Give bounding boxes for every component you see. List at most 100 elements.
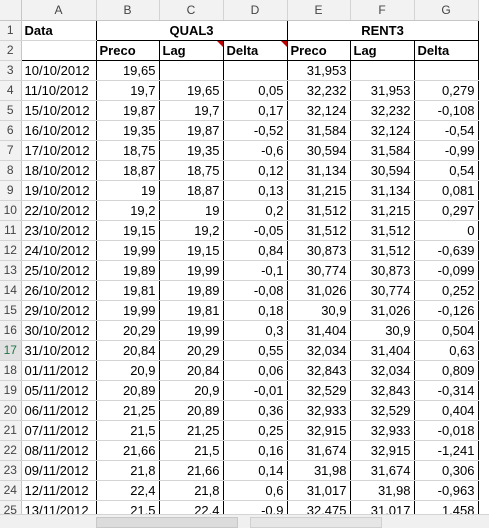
- row-header[interactable]: 5: [0, 100, 22, 121]
- cell-d[interactable]: -0,01: [223, 380, 288, 401]
- cell-f[interactable]: 31,674: [350, 460, 415, 481]
- cell-d[interactable]: 0,14: [223, 460, 288, 481]
- cell-f[interactable]: 31,512: [350, 240, 415, 261]
- cell-g[interactable]: 0,306: [414, 460, 479, 481]
- cell-g[interactable]: 0,504: [414, 320, 479, 341]
- row-header[interactable]: 13: [0, 260, 22, 281]
- cell-a[interactable]: 12/11/2012: [21, 480, 97, 501]
- cell-d[interactable]: -0,52: [223, 120, 288, 141]
- cell-e[interactable]: 30,9: [287, 300, 351, 321]
- cell-g[interactable]: 0,404: [414, 400, 479, 421]
- cell-a2[interactable]: [21, 40, 97, 61]
- cell-g[interactable]: 0,54: [414, 160, 479, 181]
- cell-a[interactable]: 05/11/2012: [21, 380, 97, 401]
- cell-f[interactable]: 30,774: [350, 280, 415, 301]
- cell-b[interactable]: 19,99: [96, 300, 160, 321]
- horizontal-scrollbar[interactable]: [250, 517, 382, 528]
- cell-c[interactable]: 21,8: [159, 480, 224, 501]
- cell-d[interactable]: 0,3: [223, 320, 288, 341]
- select-all-corner[interactable]: [0, 0, 22, 21]
- cell-b2[interactable]: Preco: [96, 40, 160, 61]
- row-header[interactable]: 20: [0, 400, 22, 421]
- cell-c[interactable]: 20,84: [159, 360, 224, 381]
- row-header[interactable]: 15: [0, 300, 22, 321]
- cell-c[interactable]: 20,89: [159, 400, 224, 421]
- cell-a[interactable]: 31/10/2012: [21, 340, 97, 361]
- column-header-e[interactable]: E: [287, 0, 351, 21]
- cell-e[interactable]: 31,674: [287, 440, 351, 461]
- cell-e[interactable]: 32,915: [287, 420, 351, 441]
- cell-a[interactable]: 15/10/2012: [21, 100, 97, 121]
- cell-g[interactable]: -0,99: [414, 140, 479, 161]
- cell-c[interactable]: 19,87: [159, 120, 224, 141]
- cell-c[interactable]: 19,65: [159, 80, 224, 101]
- cell-e[interactable]: 31,512: [287, 200, 351, 221]
- cell-b[interactable]: 19,87: [96, 100, 160, 121]
- cell-b[interactable]: 19,35: [96, 120, 160, 141]
- cell-g2[interactable]: Delta: [414, 40, 479, 61]
- cell-c[interactable]: 22,4: [159, 500, 224, 514]
- cell-a[interactable]: 22/10/2012: [21, 200, 97, 221]
- cell-e[interactable]: 31,953: [287, 60, 351, 81]
- cell-f[interactable]: 31,026: [350, 300, 415, 321]
- cell-g[interactable]: -0,963: [414, 480, 479, 501]
- cell-g[interactable]: -0,639: [414, 240, 479, 261]
- cell-d[interactable]: 0,05: [223, 80, 288, 101]
- cell-c[interactable]: 19,81: [159, 300, 224, 321]
- row-header[interactable]: 3: [0, 60, 22, 81]
- cell-g[interactable]: 0,297: [414, 200, 479, 221]
- cell-a[interactable]: 13/11/2012: [21, 500, 97, 514]
- cell-b[interactable]: 19,89: [96, 260, 160, 281]
- cell-a[interactable]: 17/10/2012: [21, 140, 97, 161]
- cell-d[interactable]: 0,12: [223, 160, 288, 181]
- cell-c[interactable]: 21,5: [159, 440, 224, 461]
- cell-d[interactable]: 0,2: [223, 200, 288, 221]
- cell-b[interactable]: 19,65: [96, 60, 160, 81]
- cell-c[interactable]: 19,89: [159, 280, 224, 301]
- cell-e[interactable]: 32,124: [287, 100, 351, 121]
- row-header[interactable]: 8: [0, 160, 22, 181]
- cell-g[interactable]: -0,108: [414, 100, 479, 121]
- cell-c[interactable]: 19: [159, 200, 224, 221]
- cell-a[interactable]: 11/10/2012: [21, 80, 97, 101]
- cell-f[interactable]: 31,017: [350, 500, 415, 514]
- cell-g[interactable]: 0,279: [414, 80, 479, 101]
- column-header-f[interactable]: F: [350, 0, 415, 21]
- cell-b[interactable]: 20,89: [96, 380, 160, 401]
- cell-d[interactable]: 0,55: [223, 340, 288, 361]
- cell-f[interactable]: [350, 60, 415, 81]
- column-header-d[interactable]: D: [223, 0, 288, 21]
- row-header[interactable]: 16: [0, 320, 22, 341]
- cell-b[interactable]: 19,81: [96, 280, 160, 301]
- cell-a[interactable]: 30/10/2012: [21, 320, 97, 341]
- cell-f[interactable]: 31,953: [350, 80, 415, 101]
- cell-a[interactable]: 18/10/2012: [21, 160, 97, 181]
- cell-f[interactable]: 31,512: [350, 220, 415, 241]
- column-header-b[interactable]: B: [96, 0, 160, 21]
- cell-f[interactable]: 32,933: [350, 420, 415, 441]
- cell-d[interactable]: 0,17: [223, 100, 288, 121]
- cell-f[interactable]: 32,232: [350, 100, 415, 121]
- cell-c[interactable]: 21,25: [159, 420, 224, 441]
- cell-f[interactable]: 31,404: [350, 340, 415, 361]
- cell-b[interactable]: 21,25: [96, 400, 160, 421]
- column-header-c[interactable]: C: [159, 0, 224, 21]
- cell-f[interactable]: 31,98: [350, 480, 415, 501]
- cell-e[interactable]: 32,232: [287, 80, 351, 101]
- cell-g[interactable]: 0,63: [414, 340, 479, 361]
- cell-g[interactable]: 0,809: [414, 360, 479, 381]
- cell-e[interactable]: 31,98: [287, 460, 351, 481]
- cell-e[interactable]: 30,774: [287, 260, 351, 281]
- row-header[interactable]: 12: [0, 240, 22, 261]
- cell-c[interactable]: 18,75: [159, 160, 224, 181]
- cell-b[interactable]: 21,8: [96, 460, 160, 481]
- cell-d2[interactable]: Delta: [223, 40, 288, 61]
- row-header[interactable]: 11: [0, 220, 22, 241]
- group-header-qual3[interactable]: QUAL3: [96, 20, 288, 41]
- cell-a[interactable]: 08/11/2012: [21, 440, 97, 461]
- cell-g[interactable]: 0,081: [414, 180, 479, 201]
- cell-g[interactable]: -0,54: [414, 120, 479, 141]
- cell-b[interactable]: 19: [96, 180, 160, 201]
- cell-c[interactable]: 19,99: [159, 260, 224, 281]
- cell-b[interactable]: 19,2: [96, 200, 160, 221]
